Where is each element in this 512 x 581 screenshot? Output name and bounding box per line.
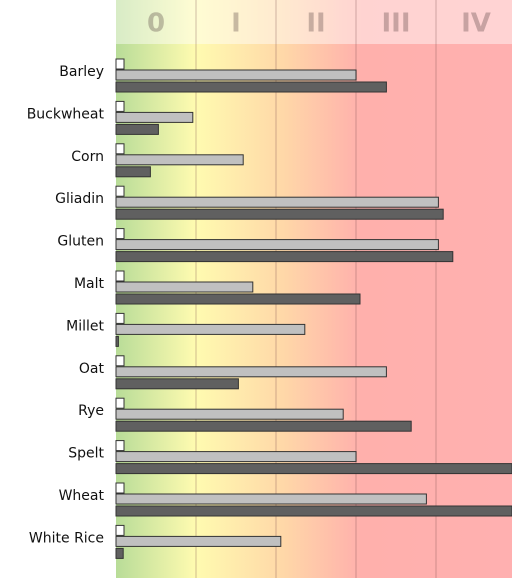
- category-label: Corn: [71, 149, 104, 165]
- bar: [115, 451, 357, 463]
- bar: [115, 281, 254, 293]
- class-label: II: [306, 9, 325, 39]
- bar: [115, 69, 357, 81]
- class-header: [116, 0, 512, 44]
- category-label: Barley: [59, 64, 104, 80]
- class-label: I: [231, 9, 241, 39]
- category-label: Malt: [74, 276, 105, 292]
- bar: [115, 420, 412, 432]
- bar: [115, 196, 439, 208]
- bar: [115, 154, 244, 166]
- category-label: Buckwheat: [27, 106, 105, 122]
- class-label: III: [381, 9, 410, 39]
- bar: [115, 524, 125, 536]
- bar: [115, 408, 344, 420]
- bar: [115, 535, 282, 547]
- bar: [115, 505, 512, 517]
- bar: [115, 335, 119, 347]
- bar: [115, 58, 125, 70]
- bar: [115, 123, 159, 135]
- bar: [115, 482, 125, 494]
- bar: [115, 378, 239, 390]
- bar: [115, 493, 427, 505]
- bar: [115, 111, 194, 123]
- bar: [115, 366, 387, 378]
- category-label: Oat: [79, 361, 105, 377]
- bar: [115, 547, 124, 559]
- bar: [115, 228, 125, 240]
- category-label: Gluten: [57, 234, 104, 250]
- bar: [115, 440, 125, 452]
- bar: [115, 293, 361, 305]
- bar: [115, 397, 125, 409]
- bar: [115, 208, 444, 220]
- class-label: 0: [147, 9, 165, 39]
- bar: [115, 251, 454, 263]
- category-label: White Rice: [29, 530, 104, 546]
- category-label: Millet: [66, 318, 104, 334]
- bar: [115, 100, 125, 112]
- category-label: Gliadin: [55, 191, 104, 207]
- category-label: Rye: [78, 403, 104, 419]
- bar: [115, 312, 125, 324]
- category-label: Wheat: [59, 488, 105, 504]
- bar: [115, 463, 512, 475]
- bar: [115, 185, 125, 197]
- bar: [115, 166, 151, 178]
- category-label: Spelt: [68, 446, 104, 462]
- class-label: IV: [461, 9, 491, 39]
- bar: [115, 143, 125, 155]
- bar: [115, 81, 387, 93]
- bar: [115, 323, 306, 335]
- bar: [115, 270, 125, 282]
- bar: [115, 355, 125, 367]
- bar: [115, 239, 439, 251]
